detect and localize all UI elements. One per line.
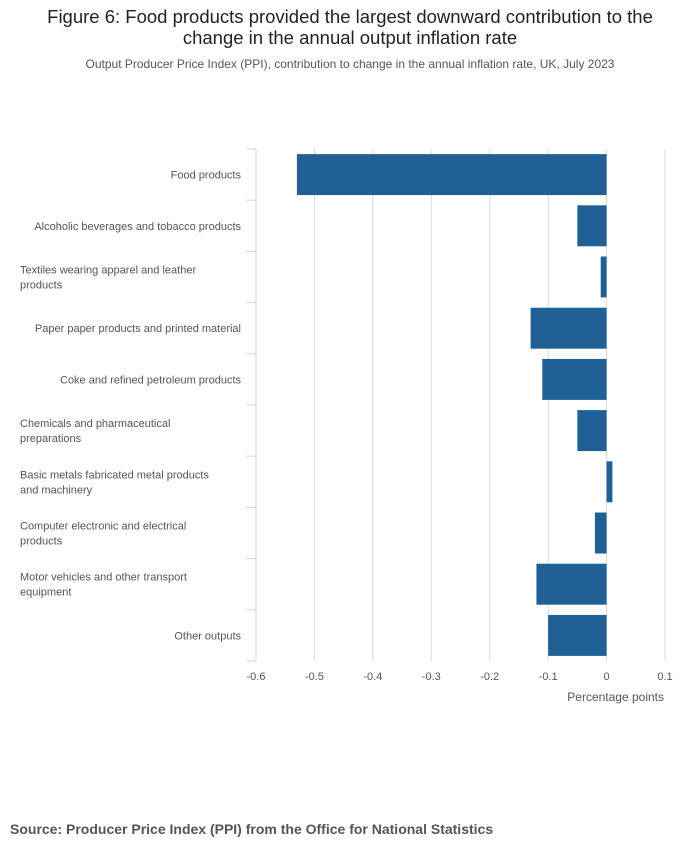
category-label: Coke and refined petroleum products [60, 374, 241, 386]
category-label: Alcoholic beverages and tobacco products [34, 221, 241, 233]
category-label: equipment [20, 587, 71, 599]
chart-title: Figure 6: Food products provided the lar… [47, 6, 653, 48]
category-axis [246, 148, 257, 662]
bar [577, 410, 607, 452]
source-note: Source: Producer Price Index (PPI) from … [10, 821, 494, 837]
x-tick-label: -0.6 [247, 671, 266, 683]
bar [577, 205, 607, 247]
bar [594, 512, 607, 554]
category-label: products [20, 536, 63, 548]
x-tick-label: 0.1 [657, 671, 672, 683]
bar [536, 563, 607, 605]
x-axis-ticks: -0.6 -0.5 -0.4 -0.3 -0.2 -0.1 0 0.1 [247, 671, 673, 683]
bar [296, 154, 607, 196]
category-label: Chemicals and pharmaceutical [20, 418, 170, 430]
x-tick-label: -0.3 [422, 671, 441, 683]
category-label: Textiles wearing apparel and leather [20, 265, 196, 277]
x-tick-label: -0.1 [539, 671, 558, 683]
category-label: Food products [171, 170, 242, 182]
bar [600, 256, 607, 298]
category-label: and machinery [20, 484, 93, 496]
chart-subtitle: Output Producer Price Index (PPI), contr… [85, 57, 615, 71]
x-tick-label: -0.5 [305, 671, 324, 683]
bar [530, 307, 607, 349]
x-tick-label: -0.2 [480, 671, 499, 683]
x-tick-label: 0 [604, 671, 610, 683]
category-label: Other outputs [174, 630, 241, 642]
gridlines [313, 149, 666, 661]
category-label: Motor vehicles and other transport [20, 572, 187, 584]
category-label: Computer electronic and electrical [20, 521, 186, 533]
category-label: Basic metals fabricated metal products [20, 469, 209, 481]
x-axis-title: Percentage points [567, 690, 664, 704]
category-label: products [20, 280, 63, 292]
x-tick-label: -0.4 [363, 671, 382, 683]
bar [548, 614, 607, 656]
bar [606, 461, 613, 503]
category-label: preparations [20, 433, 82, 445]
bars [296, 154, 613, 656]
bar [542, 358, 607, 400]
category-label: Paper paper products and printed materia… [35, 323, 241, 335]
category-labels: Food products Alcoholic beverages and tob… [20, 170, 241, 643]
